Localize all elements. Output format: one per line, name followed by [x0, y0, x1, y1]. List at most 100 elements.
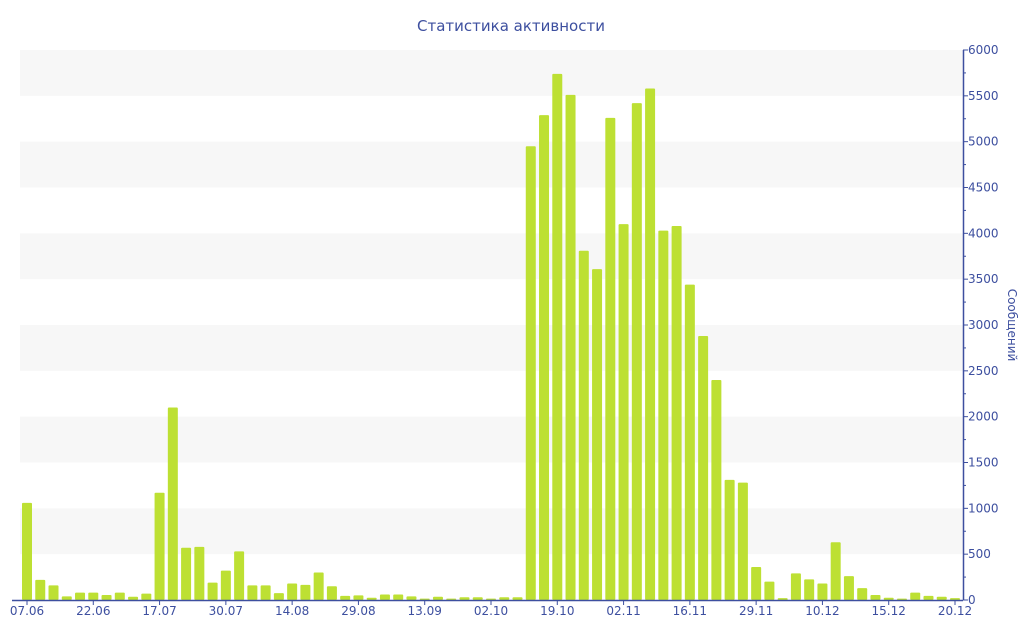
bar — [194, 546, 205, 600]
bar — [539, 115, 550, 600]
y-tick-label: 3500 — [968, 272, 999, 286]
bar — [300, 584, 311, 600]
bar — [366, 597, 377, 600]
bar — [645, 88, 656, 600]
bar — [75, 592, 86, 600]
bar — [790, 573, 801, 600]
bar — [578, 250, 589, 600]
x-tick-label: 16.11 — [673, 604, 707, 618]
bar — [207, 582, 218, 600]
x-tick-label: 14.08 — [275, 604, 309, 618]
bar — [167, 407, 178, 600]
bar — [472, 597, 483, 600]
bars — [22, 73, 960, 601]
bar — [287, 583, 298, 600]
bar — [340, 595, 351, 600]
bar — [379, 594, 390, 600]
bar — [273, 593, 284, 600]
bar — [923, 595, 934, 600]
x-tick-label: 29.08 — [341, 604, 375, 618]
bar — [950, 598, 960, 600]
bar — [684, 284, 695, 600]
x-tick-label: 02.10 — [474, 604, 508, 618]
bar — [141, 593, 152, 600]
x-tick-label: 22.06 — [76, 604, 110, 618]
x-tick-label: 17.07 — [142, 604, 176, 618]
x-tick-label: 02.11 — [606, 604, 640, 618]
bar — [128, 596, 139, 600]
y-tick-label: 2000 — [968, 410, 999, 424]
bar — [764, 581, 775, 600]
bar — [605, 117, 616, 600]
bar — [260, 585, 271, 600]
bar — [326, 586, 337, 600]
bar — [883, 597, 894, 600]
x-tick-label: 30.07 — [209, 604, 243, 618]
grid-band — [20, 50, 963, 96]
y-tick-label: 1000 — [968, 501, 999, 515]
bar — [499, 597, 510, 600]
y-tick-label: 1500 — [968, 456, 999, 470]
bar — [234, 551, 245, 600]
bar — [446, 598, 457, 600]
y-tick-label: 5000 — [968, 135, 999, 149]
bar — [857, 588, 868, 600]
x-tick-label: 13.09 — [408, 604, 442, 618]
bar — [114, 592, 125, 600]
bar — [618, 224, 629, 600]
bar — [353, 595, 364, 600]
bar — [432, 596, 443, 600]
chart-title: Статистика активности — [417, 17, 605, 35]
bar — [61, 596, 72, 600]
bar — [698, 336, 709, 600]
bar — [830, 542, 841, 600]
bar — [512, 597, 523, 600]
y-tick-label: 500 — [968, 547, 991, 561]
bar — [870, 594, 881, 600]
bar — [565, 94, 576, 601]
x-tick-label: 19.10 — [540, 604, 574, 618]
bar — [48, 585, 59, 600]
y-tick-label: 4500 — [968, 181, 999, 195]
bar — [313, 572, 324, 600]
y-tick-label: 6000 — [968, 43, 999, 57]
bar — [525, 146, 536, 600]
bar — [181, 547, 192, 600]
bar — [817, 583, 828, 600]
x-tick-label: 15.12 — [872, 604, 906, 618]
bar — [631, 103, 642, 601]
bar — [671, 226, 682, 600]
y-axis-label: Сообщений — [1005, 289, 1019, 362]
bar — [737, 482, 748, 600]
bar — [592, 269, 603, 600]
bar — [22, 502, 32, 600]
bar — [101, 594, 112, 600]
bar — [896, 598, 907, 600]
bar — [486, 598, 496, 600]
bar — [711, 380, 722, 600]
bar — [88, 592, 99, 600]
y-tick-label: 4000 — [968, 226, 999, 240]
bar — [35, 579, 46, 600]
bar — [220, 570, 231, 600]
y-tick-label: 2500 — [968, 364, 999, 378]
x-tick-label: 07.06 — [10, 604, 44, 618]
bar — [910, 592, 921, 600]
grid-band — [20, 141, 963, 188]
bar — [804, 579, 815, 600]
bar — [393, 594, 404, 600]
bar — [843, 576, 854, 600]
bar — [936, 596, 947, 600]
grid-band — [20, 416, 963, 463]
x-tick-label: 29.11 — [739, 604, 773, 618]
y-tick-label: 0 — [968, 593, 976, 607]
bar — [751, 567, 762, 600]
grid-band — [20, 233, 963, 280]
grid-band — [20, 325, 963, 371]
bar — [777, 598, 788, 600]
y-axis: 0 500 1000 1500 2000 2500 3000 3500 4000 4500 5000… — [962, 43, 999, 607]
x-tick-label: 20.12 — [938, 604, 972, 618]
bar — [658, 230, 669, 601]
bar — [724, 479, 735, 600]
